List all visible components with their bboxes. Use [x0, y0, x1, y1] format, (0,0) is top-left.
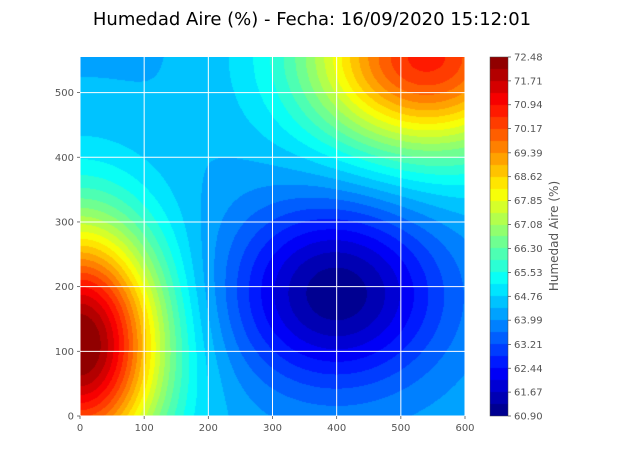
y-axis: 0 100 200 300 400 500 — [55, 88, 80, 423]
colorbar-tick-label: 61.67 — [514, 388, 543, 399]
colorbar-label: Humedad Aire (%) — [547, 181, 561, 291]
x-tick-label: 300 — [263, 423, 282, 434]
colorbar: 72.48 71.71 70.94 70.17 69.39 68.62 67.85 67.08… — [489, 53, 561, 423]
y-tick-label: 100 — [55, 347, 74, 358]
y-tick-label: 0 — [68, 412, 74, 423]
colorbar-tick-label: 70.17 — [514, 124, 543, 135]
colorbar-tick-label: 63.99 — [514, 316, 543, 327]
grid-lines — [80, 57, 465, 416]
colorbar-ticks: 72.48 71.71 70.94 70.17 69.39 68.62 67.85 67.08… — [508, 53, 543, 423]
colorbar-gradient — [490, 57, 508, 416]
colorbar-tick-label: 67.85 — [514, 196, 543, 207]
colorbar-tick-label: 66.30 — [514, 244, 543, 255]
x-tick-label: 400 — [327, 423, 346, 434]
colorbar-tick-label: 60.90 — [514, 412, 543, 423]
colorbar-tick-label: 70.94 — [514, 100, 543, 111]
colorbar-tick-label: 64.76 — [514, 292, 543, 303]
colorbar-tick-label: 62.44 — [514, 364, 543, 375]
y-tick-label: 200 — [55, 282, 74, 293]
x-tick-label: 600 — [455, 423, 474, 434]
colorbar-frame — [489, 56, 509, 417]
plot-area — [80, 57, 465, 416]
colorbar-tick-label: 63.21 — [514, 340, 543, 351]
x-tick-label: 100 — [135, 423, 154, 434]
colorbar-tick-label: 67.08 — [514, 220, 543, 231]
colorbar-tick-label: 65.53 — [514, 268, 543, 279]
y-tick-label: 300 — [55, 217, 74, 228]
colorbar-tick-label: 69.39 — [514, 148, 543, 159]
x-axis: 0 100 200 300 400 500 600 — [77, 416, 475, 434]
chart-title: Humedad Aire (%) - Fecha: 16/09/2020 15:… — [93, 9, 531, 30]
colorbar-tick-label: 68.62 — [514, 172, 543, 183]
x-tick-label: 200 — [199, 423, 218, 434]
colorbar-tick-label: 71.71 — [514, 76, 543, 87]
y-tick-label: 500 — [55, 88, 74, 99]
x-tick-label: 0 — [77, 423, 83, 434]
y-tick-label: 400 — [55, 153, 74, 164]
x-tick-label: 500 — [391, 423, 410, 434]
colorbar-tick-label: 72.48 — [514, 53, 543, 64]
